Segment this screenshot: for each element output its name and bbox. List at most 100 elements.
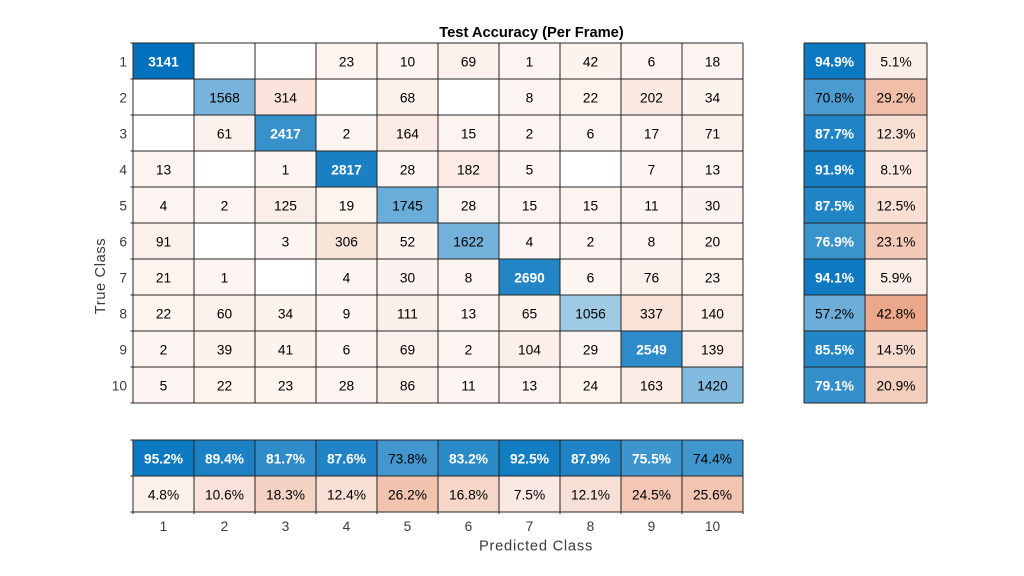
svg-text:30: 30 [705,199,721,214]
svg-text:314: 314 [274,91,297,106]
svg-text:10: 10 [112,379,128,394]
svg-text:12.3%: 12.3% [877,127,916,142]
svg-text:1: 1 [160,519,168,534]
svg-text:8: 8 [465,271,473,286]
svg-text:140: 140 [701,307,724,322]
svg-text:22: 22 [156,307,171,322]
svg-text:2690: 2690 [514,271,545,286]
svg-text:23: 23 [705,271,721,286]
svg-text:9: 9 [648,519,656,534]
svg-text:2417: 2417 [270,127,301,142]
svg-text:8: 8 [648,235,656,250]
svg-text:4: 4 [526,235,534,250]
svg-text:8.1%: 8.1% [880,163,911,178]
svg-text:23: 23 [339,55,355,70]
svg-text:41: 41 [278,343,293,358]
svg-text:69: 69 [400,343,415,358]
svg-text:2: 2 [119,91,127,106]
svg-text:11: 11 [644,199,658,214]
svg-text:13: 13 [461,307,477,322]
svg-text:3: 3 [282,235,290,250]
svg-text:70.8%: 70.8% [815,91,854,106]
svg-text:60: 60 [217,307,233,322]
svg-text:68: 68 [400,91,416,106]
svg-text:79.1%: 79.1% [815,379,854,394]
svg-text:17: 17 [644,127,659,142]
svg-text:1622: 1622 [453,235,484,250]
svg-text:34: 34 [278,307,294,322]
svg-text:74.4%: 74.4% [693,452,732,467]
svg-text:6: 6 [587,127,595,142]
svg-text:87.6%: 87.6% [327,452,366,467]
svg-text:4: 4 [160,199,168,214]
svg-text:1: 1 [221,271,229,286]
svg-text:1: 1 [526,55,534,70]
svg-text:3: 3 [282,519,290,534]
svg-text:26.2%: 26.2% [388,488,427,503]
svg-text:15: 15 [583,199,599,214]
svg-text:2: 2 [221,519,229,534]
svg-text:5: 5 [404,519,412,534]
svg-text:182: 182 [457,163,480,178]
svg-text:337: 337 [640,307,663,322]
svg-text:6: 6 [465,519,473,534]
svg-text:76.9%: 76.9% [815,235,854,250]
svg-text:13: 13 [705,163,721,178]
svg-text:5: 5 [119,199,127,214]
svg-text:18: 18 [705,55,721,70]
svg-text:22: 22 [583,91,598,106]
svg-text:65: 65 [522,307,538,322]
svg-text:13: 13 [522,379,538,394]
svg-text:12.4%: 12.4% [327,488,366,503]
svg-text:89.4%: 89.4% [205,452,244,467]
svg-text:95.2%: 95.2% [144,452,183,467]
svg-text:6: 6 [119,235,127,250]
svg-text:164: 164 [396,127,419,142]
svg-text:92.5%: 92.5% [510,452,549,467]
svg-text:24.5%: 24.5% [632,488,671,503]
svg-text:61: 61 [217,127,232,142]
svg-text:13: 13 [156,163,172,178]
svg-text:18.3%: 18.3% [266,488,305,503]
svg-text:76: 76 [644,271,660,286]
svg-text:1: 1 [119,55,127,70]
svg-text:1420: 1420 [697,379,728,394]
svg-text:4: 4 [343,519,351,534]
svg-text:2: 2 [465,343,473,358]
svg-text:163: 163 [640,379,663,394]
svg-text:7: 7 [526,519,534,534]
svg-text:7: 7 [648,163,656,178]
svg-text:4.8%: 4.8% [148,488,179,503]
svg-text:8: 8 [526,91,534,106]
svg-text:25.6%: 25.6% [693,488,732,503]
svg-text:9: 9 [119,343,127,358]
svg-text:86: 86 [400,379,416,394]
svg-text:10: 10 [705,519,721,534]
svg-text:6: 6 [343,343,351,358]
svg-text:15: 15 [522,199,538,214]
svg-text:3141: 3141 [148,55,179,70]
svg-text:2817: 2817 [331,163,362,178]
svg-text:34: 34 [705,91,721,106]
svg-text:52: 52 [400,235,415,250]
svg-text:22: 22 [217,379,232,394]
svg-text:28: 28 [461,199,477,214]
svg-text:2: 2 [160,343,168,358]
svg-text:6: 6 [587,271,595,286]
svg-text:16.8%: 16.8% [449,488,488,503]
svg-text:94.1%: 94.1% [815,271,854,286]
svg-text:5.1%: 5.1% [880,55,911,70]
svg-text:30: 30 [400,271,416,286]
svg-text:5: 5 [160,379,168,394]
svg-text:42: 42 [583,55,598,70]
svg-text:81.7%: 81.7% [266,452,305,467]
svg-text:87.7%: 87.7% [815,127,854,142]
svg-text:3: 3 [119,127,127,142]
svg-text:9: 9 [343,307,351,322]
svg-text:29: 29 [583,343,598,358]
svg-text:8: 8 [587,519,595,534]
svg-text:87.9%: 87.9% [571,452,610,467]
svg-text:69: 69 [461,55,476,70]
svg-text:23: 23 [278,379,294,394]
svg-text:11: 11 [461,379,475,394]
